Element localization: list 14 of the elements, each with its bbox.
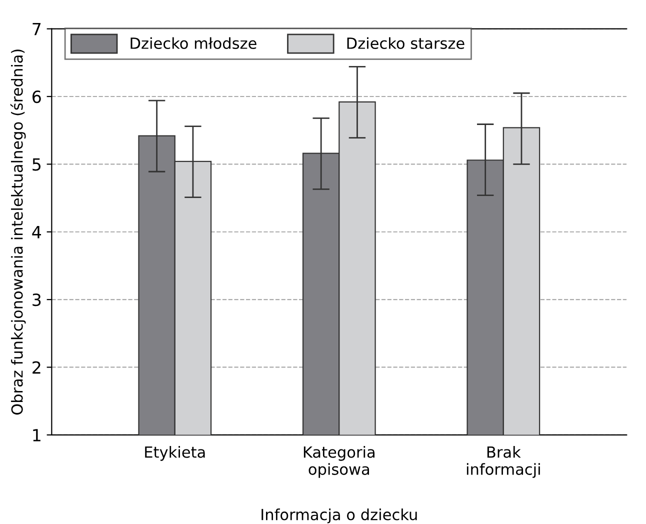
x-axis-title: Informacja o dziecku — [262, 508, 417, 524]
x-tick-label: Kategoria opisowa — [304, 446, 374, 478]
y-tick-label: 1 — [33, 429, 40, 442]
y-tick-label: 2 — [32, 361, 40, 374]
legend-label: Dziecko starsze — [347, 37, 464, 50]
legend-label: Dziecko młodsze — [130, 37, 256, 50]
y-axis-title: Obraz funkcjonowania intelektualnego (średnia) — [10, 50, 26, 415]
x-tick-label: Brak informacji — [466, 446, 540, 478]
y-tick-label: 7 — [32, 23, 41, 36]
y-tick-label: 3 — [32, 294, 41, 306]
y-tick-label: 6 — [32, 90, 41, 104]
y-tick-label: 5 — [32, 158, 40, 171]
x-tick-label: Etykieta — [145, 446, 205, 461]
y-tick-label: 4 — [32, 226, 42, 238]
